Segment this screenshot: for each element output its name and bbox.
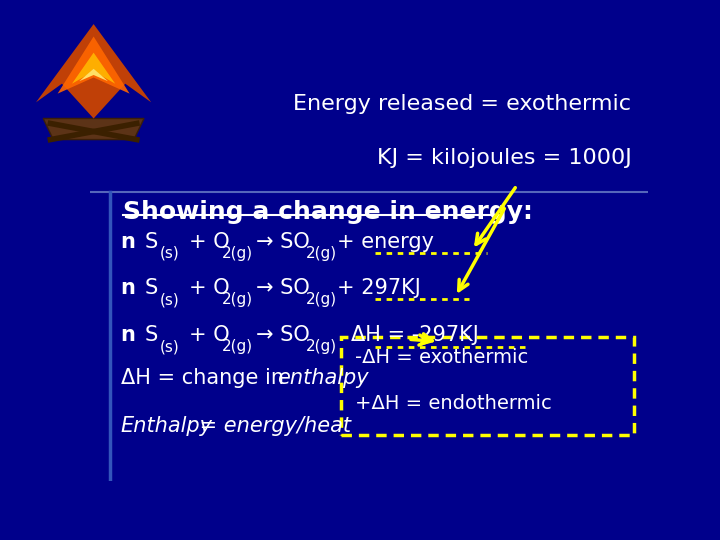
Text: 2(g): 2(g) (222, 246, 253, 261)
Text: 2(g): 2(g) (222, 339, 253, 354)
Text: + 297KJ: + 297KJ (337, 278, 420, 298)
Text: 2(g): 2(g) (306, 292, 337, 307)
Text: + O: + O (189, 232, 230, 252)
Text: + energy: + energy (337, 232, 433, 252)
FancyBboxPatch shape (341, 337, 634, 435)
Text: Enthalpy: Enthalpy (121, 416, 212, 436)
Text: n: n (121, 232, 135, 252)
Text: → SO: → SO (256, 278, 310, 298)
Polygon shape (72, 53, 115, 84)
Text: Energy released = exothermic: Energy released = exothermic (293, 94, 631, 114)
Text: 2(g): 2(g) (222, 292, 253, 307)
Text: = energy/heat: = energy/heat (193, 416, 351, 436)
Text: S: S (144, 325, 158, 345)
Text: n: n (121, 325, 135, 345)
Text: 2(g): 2(g) (306, 339, 337, 354)
Text: ΔH = -297KJ: ΔH = -297KJ (351, 325, 478, 345)
Text: enthalpy: enthalpy (277, 368, 369, 388)
Text: ΔH = change in: ΔH = change in (121, 368, 290, 388)
Polygon shape (43, 118, 144, 140)
Text: + O: + O (189, 325, 230, 345)
Text: (s): (s) (160, 246, 179, 261)
Text: → SO: → SO (256, 232, 310, 252)
Text: KJ = kilojoules = 1000J: KJ = kilojoules = 1000J (377, 148, 631, 168)
Text: S: S (144, 278, 158, 298)
Polygon shape (58, 37, 130, 93)
Text: → SO: → SO (256, 325, 310, 345)
Text: (s): (s) (160, 339, 179, 354)
Text: Showing a change in energy:: Showing a change in energy: (124, 200, 534, 224)
Text: S: S (144, 232, 158, 252)
Polygon shape (79, 69, 108, 81)
Text: + O: + O (189, 278, 230, 298)
Text: n: n (121, 278, 135, 298)
Text: 2(g): 2(g) (306, 246, 337, 261)
Text: -ΔH = exothermic: -ΔH = exothermic (355, 348, 528, 367)
Polygon shape (36, 24, 151, 118)
Text: +ΔH = endothermic: +ΔH = endothermic (355, 394, 552, 413)
Text: (s): (s) (160, 292, 179, 307)
